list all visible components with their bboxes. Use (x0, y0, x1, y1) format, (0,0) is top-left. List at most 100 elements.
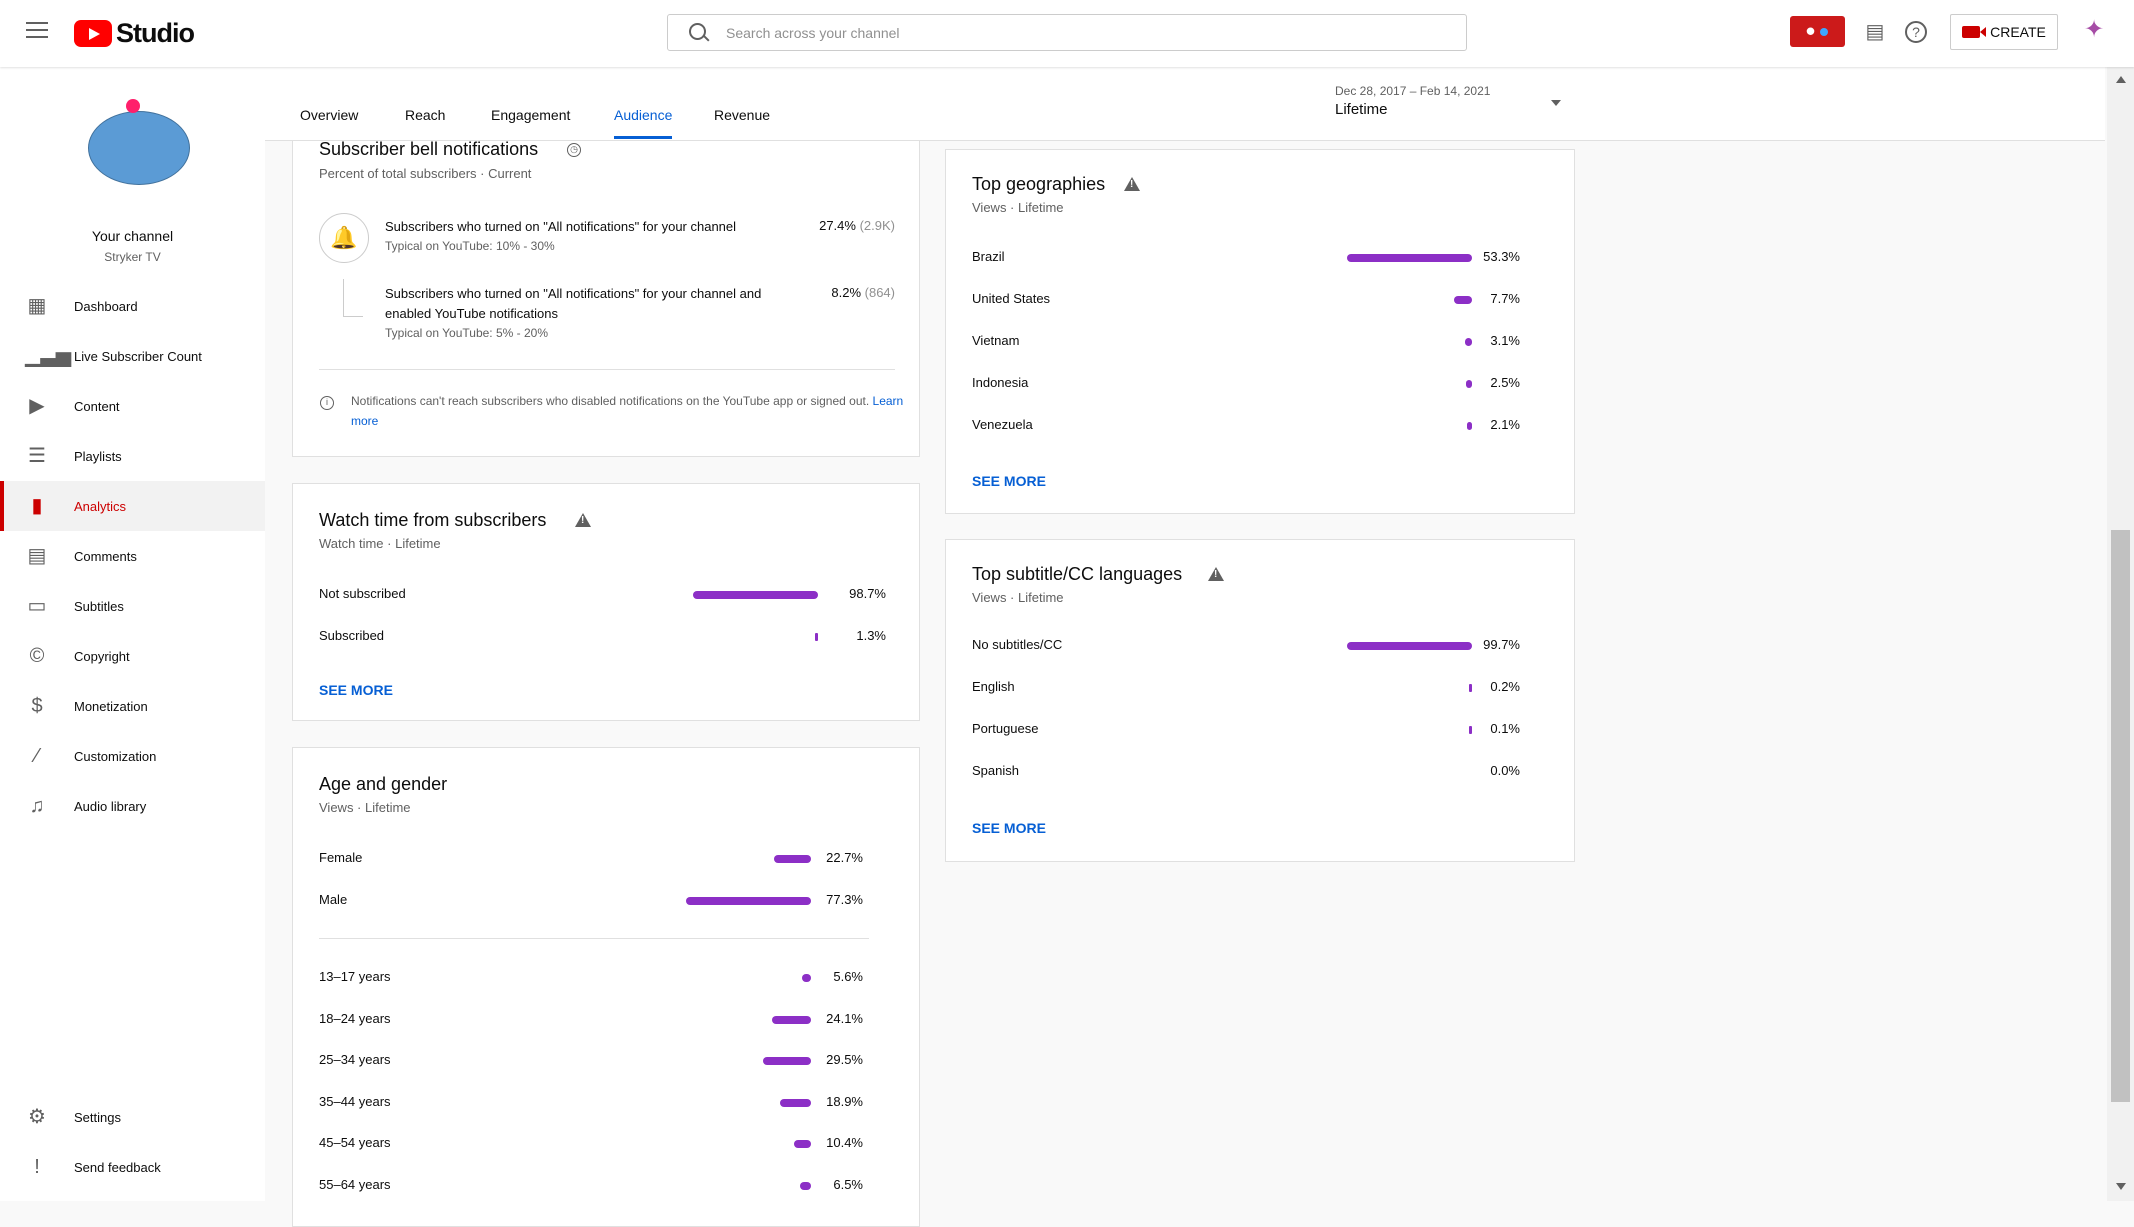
channel-avatar[interactable] (88, 111, 190, 185)
row-value: 2.1% (1490, 417, 1520, 432)
channel-avatar-dot (126, 99, 140, 113)
sidebar-item-comments[interactable]: ▤ Comments (0, 531, 265, 581)
percentage-bar (1467, 422, 1472, 430)
copyright-icon: © (29, 645, 45, 667)
learn-more-link[interactable]: Learn more (351, 394, 904, 428)
see-more-link[interactable]: SEE MORE (319, 682, 393, 698)
sidebar-item-send-feedback[interactable]: ! Send feedback (0, 1142, 265, 1192)
tab-engagement[interactable]: Engagement (491, 107, 571, 123)
see-more-link[interactable]: SEE MORE (972, 820, 1046, 836)
menu-icon[interactable] (26, 22, 48, 38)
notification-note: Notifications can't reach subscribers wh… (351, 394, 904, 428)
dollar-icon: $ (31, 695, 43, 717)
percentage-bar (693, 591, 818, 599)
row-label: Portuguese (972, 721, 1039, 736)
info-icon: i (320, 396, 334, 410)
warning-icon[interactable] (1208, 567, 1224, 581)
row-value: 7.7% (1490, 291, 1520, 306)
tab-reach[interactable]: Reach (405, 107, 446, 123)
percentage-bar (1464, 338, 1472, 346)
tab-audience[interactable]: Audience (614, 107, 673, 123)
live-icon: ⏺ (1806, 23, 1815, 40)
channel-handle: Stryker TV (104, 250, 161, 264)
sidebar-item-copyright[interactable]: © Copyright (0, 631, 265, 681)
percentage-bar (815, 633, 818, 641)
sidebar-item-label: Subtitles (74, 598, 124, 614)
scrollbar-thumb[interactable] (2111, 530, 2130, 1102)
row-label: No subtitles/CC (972, 637, 1063, 652)
sidebar-item-live-subscriber-count[interactable]: ▁▃▅ Live Subscriber Count (0, 331, 265, 381)
see-more-link[interactable]: SEE MORE (972, 473, 1046, 489)
row-label: Brazil (972, 249, 1005, 264)
top-subtitle-languages-card: Top subtitle/CC languages Views · Lifeti… (945, 539, 1575, 862)
sidebar-item-label: Comments (74, 548, 137, 564)
row-label: English (972, 679, 1015, 694)
row-label: Spanish (972, 763, 1019, 778)
scroll-up-arrow-icon[interactable] (2116, 76, 2126, 83)
divider (319, 369, 895, 370)
connector-line (343, 279, 363, 317)
card-subtitle: Percent of total subscribers · Current (319, 166, 532, 181)
warning-icon[interactable] (575, 513, 591, 527)
account-avatar[interactable]: ✦ (2083, 16, 2105, 43)
row-value: 5.6% (833, 969, 863, 984)
percentage-bar (686, 897, 811, 905)
row-label: Venezuela (972, 417, 1033, 432)
sidebar-item-settings[interactable]: ⚙ Settings (0, 1092, 265, 1142)
row-value: 24.1% (826, 1010, 863, 1026)
sidebar-item-label: Customization (74, 748, 157, 764)
analytics-icon: ▮ (31, 495, 43, 517)
warning-icon[interactable] (1124, 177, 1140, 191)
clock-icon[interactable]: ◷ (567, 143, 581, 157)
subscriber-bell-card: Subscriber bell notifications ◷ Percent … (292, 120, 920, 457)
live-button[interactable]: ⏺ (1790, 16, 1845, 47)
search-box[interactable] (667, 14, 1467, 51)
scroll-down-arrow-icon[interactable] (2116, 1183, 2126, 1190)
sidebar-item-label: Dashboard (74, 298, 138, 314)
sidebar-item-playlists[interactable]: ☰ Playlists (0, 431, 265, 481)
row-label: United States (972, 291, 1051, 306)
sidebar-item-monetization[interactable]: $ Monetization (0, 681, 265, 731)
row-value: 77.3% (826, 892, 863, 907)
create-button[interactable]: CREATE (1950, 14, 2058, 50)
sidebar-item-label: Live Subscriber Count (74, 348, 202, 364)
sidebar-item-subtitles[interactable]: ▭ Subtitles (0, 581, 265, 631)
row-label: Female (319, 850, 363, 865)
sidebar-item-dashboard[interactable]: ▦ Dashboard (0, 281, 265, 331)
tab-revenue[interactable]: Revenue (714, 107, 771, 123)
percentage-bar (1466, 380, 1472, 388)
percentage-bar (780, 1098, 811, 1107)
tab-overview[interactable]: Overview (300, 107, 359, 123)
card-title: Watch time from subscribers (319, 510, 547, 530)
studio-logo[interactable]: Studio (74, 18, 195, 49)
sidebar-item-label: Content (74, 398, 120, 414)
youtube-logo-icon (74, 20, 112, 47)
row-value: 1.3% (856, 628, 886, 643)
subtitles-icon: ▭ (27, 595, 47, 617)
messages-icon[interactable]: ▤ (1865, 21, 1885, 43)
percentage-bar (1347, 254, 1472, 262)
row-label: Indonesia (972, 375, 1029, 390)
sidebar-item-customization[interactable]: ⁄ Customization (0, 731, 265, 781)
search-input[interactable] (726, 24, 1426, 41)
gear-icon: ⚙ (28, 1106, 46, 1128)
help-icon[interactable]: ? (1905, 21, 1927, 43)
analytics-tabs-bar: Overview Reach Engagement Audience Reven… (265, 67, 2105, 141)
logo-text: Studio (116, 18, 195, 48)
row-value: 3.1% (1490, 333, 1520, 348)
percentage-bar (1469, 726, 1472, 734)
percentage-bar (1347, 642, 1472, 650)
percentage-bar (794, 1140, 811, 1148)
row-value: 0.1% (1490, 721, 1520, 736)
audio-library-icon: ♫ (29, 795, 45, 817)
row-label: Subscribed (319, 628, 385, 643)
sidebar-item-content[interactable]: ▶ Content (0, 381, 265, 431)
sidebar-item-analytics[interactable]: ▮ Analytics (0, 481, 265, 531)
card-title: Top subtitle/CC languages (972, 564, 1183, 584)
card-title: Subscriber bell notifications (319, 139, 539, 159)
row-value: 2.5% (1490, 375, 1520, 390)
divider (319, 938, 869, 939)
sidebar-item-audio-library[interactable]: ♫ Audio library (0, 781, 265, 831)
row-value: 18.9% (826, 1093, 863, 1109)
bell-icon: 🔔 (319, 213, 369, 263)
